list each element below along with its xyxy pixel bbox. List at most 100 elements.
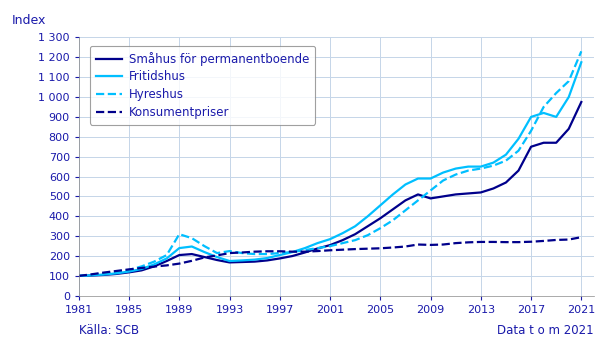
Småhus för permanentboende (163, 259, 170, 263)
Konsumentpriser (527, 240, 534, 244)
Hyreshus (477, 167, 484, 171)
Småhus för permanentboende (88, 273, 95, 277)
Fritidshus (565, 95, 573, 99)
Småhus för permanentboende (578, 100, 585, 104)
Line: Småhus för permanentboende: Småhus för permanentboende (79, 102, 581, 276)
Småhus för permanentboende (125, 270, 133, 274)
Konsumentpriser (377, 246, 384, 250)
Fritidshus (314, 241, 321, 245)
Hyreshus (553, 91, 560, 95)
Hyreshus (427, 188, 434, 192)
Konsumentpriser (314, 249, 321, 253)
Småhus för permanentboende (75, 274, 82, 278)
Fritidshus (540, 111, 547, 115)
Konsumentpriser (288, 250, 296, 254)
Hyreshus (540, 105, 547, 109)
Småhus för permanentboende (565, 127, 573, 131)
Fritidshus (288, 250, 296, 254)
Konsumentpriser (351, 247, 359, 251)
Småhus för permanentboende (377, 216, 384, 220)
Hyreshus (578, 49, 585, 53)
Konsumentpriser (301, 250, 308, 254)
Hyreshus (327, 244, 334, 248)
Hyreshus (565, 79, 573, 83)
Konsumentpriser (125, 267, 133, 271)
Konsumentpriser (364, 246, 371, 251)
Hyreshus (527, 129, 534, 133)
Fritidshus (188, 244, 196, 249)
Fritidshus (239, 258, 246, 262)
Småhus för permanentboende (188, 252, 196, 256)
Fritidshus (515, 137, 522, 141)
Småhus för permanentboende (138, 268, 145, 272)
Konsumentpriser (502, 240, 510, 244)
Konsumentpriser (239, 251, 246, 255)
Konsumentpriser (515, 240, 522, 244)
Hyreshus (402, 208, 409, 212)
Småhus för permanentboende (301, 251, 308, 255)
Småhus för permanentboende (402, 198, 409, 202)
Konsumentpriser (113, 269, 120, 273)
Fritidshus (389, 192, 396, 197)
Konsumentpriser (138, 266, 145, 270)
Småhus för permanentboende (477, 190, 484, 194)
Konsumentpriser (226, 251, 233, 255)
Småhus för permanentboende (150, 264, 158, 268)
Småhus för permanentboende (201, 255, 208, 259)
Hyreshus (377, 226, 384, 230)
Hyreshus (163, 253, 170, 257)
Småhus för permanentboende (226, 260, 233, 265)
Text: Data t o m 2021: Data t o m 2021 (498, 324, 594, 337)
Hyreshus (465, 169, 472, 173)
Konsumentpriser (439, 242, 447, 246)
Fritidshus (100, 272, 107, 276)
Fritidshus (264, 256, 271, 260)
Konsumentpriser (415, 242, 422, 246)
Hyreshus (113, 270, 120, 274)
Line: Hyreshus: Hyreshus (79, 51, 581, 276)
Konsumentpriser (251, 250, 258, 254)
Konsumentpriser (150, 265, 158, 269)
Småhus för permanentboende (213, 258, 221, 262)
Fritidshus (427, 176, 434, 181)
Fritidshus (301, 246, 308, 250)
Hyreshus (213, 251, 221, 255)
Småhus för permanentboende (113, 272, 120, 276)
Fritidshus (213, 255, 221, 259)
Hyreshus (415, 198, 422, 202)
Småhus för permanentboende (351, 232, 359, 236)
Småhus för permanentboende (490, 186, 497, 190)
Hyreshus (351, 238, 359, 242)
Konsumentpriser (339, 248, 346, 252)
Fritidshus (176, 246, 183, 250)
Hyreshus (314, 246, 321, 250)
Fritidshus (75, 274, 82, 278)
Hyreshus (264, 252, 271, 256)
Hyreshus (276, 251, 284, 255)
Hyreshus (201, 244, 208, 248)
Småhus för permanentboende (327, 243, 334, 247)
Konsumentpriser (452, 241, 459, 245)
Fritidshus (364, 214, 371, 218)
Småhus för permanentboende (389, 207, 396, 211)
Konsumentpriser (565, 238, 573, 242)
Hyreshus (75, 274, 82, 278)
Fritidshus (138, 267, 145, 271)
Text: Index: Index (12, 14, 46, 27)
Hyreshus (452, 172, 459, 176)
Småhus för permanentboende (314, 246, 321, 251)
Småhus för permanentboende (452, 192, 459, 197)
Småhus för permanentboende (502, 181, 510, 185)
Text: Källa: SCB: Källa: SCB (79, 324, 139, 337)
Konsumentpriser (201, 255, 208, 259)
Hyreshus (138, 264, 145, 268)
Fritidshus (415, 176, 422, 181)
Konsumentpriser (88, 272, 95, 276)
Hyreshus (125, 268, 133, 272)
Konsumentpriser (477, 240, 484, 244)
Fritidshus (502, 153, 510, 157)
Fritidshus (150, 262, 158, 267)
Line: Konsumentpriser: Konsumentpriser (79, 237, 581, 276)
Fritidshus (276, 253, 284, 257)
Fritidshus (439, 171, 447, 175)
